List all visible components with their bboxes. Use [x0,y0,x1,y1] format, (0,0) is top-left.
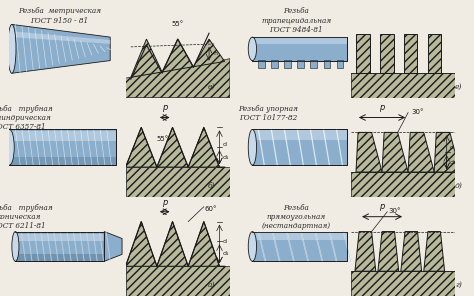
Text: d: d [223,239,227,244]
Text: е): е) [455,83,462,91]
Polygon shape [188,127,219,167]
Bar [252,129,347,165]
Ellipse shape [248,129,256,165]
Text: Резьба  метрическая
ГОСТ 9150 - 81: Резьба метрическая ГОСТ 9150 - 81 [18,7,101,25]
Text: а): а) [208,281,216,289]
Bar [9,131,116,141]
Text: Резьба
трапецеидальная
ГОСТ 9484-81: Резьба трапецеидальная ГОСТ 9484-81 [261,7,331,34]
Polygon shape [351,271,455,296]
Text: d: d [223,142,227,147]
Bar [284,60,291,68]
Bar [252,231,347,240]
Text: д): д) [454,182,462,190]
Text: p: p [379,102,385,112]
Ellipse shape [8,24,16,73]
Polygon shape [428,34,441,73]
Text: p: p [162,102,167,112]
Bar [15,254,104,261]
Bar [258,60,265,68]
Polygon shape [382,132,408,172]
Polygon shape [188,222,219,266]
Bar [271,60,278,68]
Ellipse shape [12,231,19,261]
Text: d₁: d₁ [450,160,456,165]
Polygon shape [104,231,122,261]
Polygon shape [408,132,434,172]
Polygon shape [434,132,460,172]
Polygon shape [157,222,188,266]
Polygon shape [355,231,376,271]
Text: 60°: 60° [205,206,218,212]
Text: 55°: 55° [156,136,168,142]
Polygon shape [126,59,230,98]
Text: Резьба   трубная
коническая
ГОСТ 6211-81: Резьба трубная коническая ГОСТ 6211-81 [0,204,52,230]
Polygon shape [131,39,162,77]
Polygon shape [126,167,230,197]
Text: p: p [379,202,385,211]
Bar [323,60,330,68]
Text: d₁: d₁ [223,155,229,160]
Bar [252,131,347,140]
Polygon shape [401,231,422,271]
Polygon shape [356,34,370,73]
Text: h: h [213,51,217,56]
Text: 30°: 30° [388,208,401,214]
Ellipse shape [5,129,14,165]
Bar [9,129,116,165]
Bar [15,231,104,261]
Bar [252,37,347,44]
Text: 30°: 30° [411,109,424,115]
Bar [298,60,304,68]
Bar [337,60,343,68]
Polygon shape [378,231,399,271]
Ellipse shape [248,37,256,61]
Text: Резьба упорная
ГОСТ 10177-82: Резьба упорная ГОСТ 10177-82 [238,105,298,122]
Polygon shape [126,222,157,266]
Polygon shape [126,127,157,167]
Text: Резьба
прямоугольная
(нестандартная): Резьба прямоугольная (нестандартная) [262,204,331,230]
Bar [9,157,116,165]
Polygon shape [356,132,382,172]
Polygon shape [12,24,110,73]
Bar [252,231,347,261]
Polygon shape [424,231,445,271]
Polygon shape [162,39,193,72]
Text: 55°: 55° [172,21,184,28]
Polygon shape [157,127,188,167]
Bar [310,60,317,68]
Polygon shape [12,31,110,44]
Ellipse shape [248,231,256,261]
Text: d₁: d₁ [223,251,229,256]
Polygon shape [351,172,455,197]
Text: в): в) [208,83,216,91]
Text: p: p [162,198,167,207]
Bar [252,37,347,61]
Text: Резьба   трубная
цилиндрическая
ГОСТ 6357-81: Резьба трубная цилиндрическая ГОСТ 6357-… [0,105,52,131]
Polygon shape [193,39,225,67]
Polygon shape [351,73,455,98]
Text: d: d [450,145,454,150]
Polygon shape [380,34,393,73]
Polygon shape [404,34,418,73]
Bar [15,234,104,242]
Polygon shape [126,266,230,296]
Text: г): г) [455,281,462,289]
Text: б): б) [208,182,216,190]
